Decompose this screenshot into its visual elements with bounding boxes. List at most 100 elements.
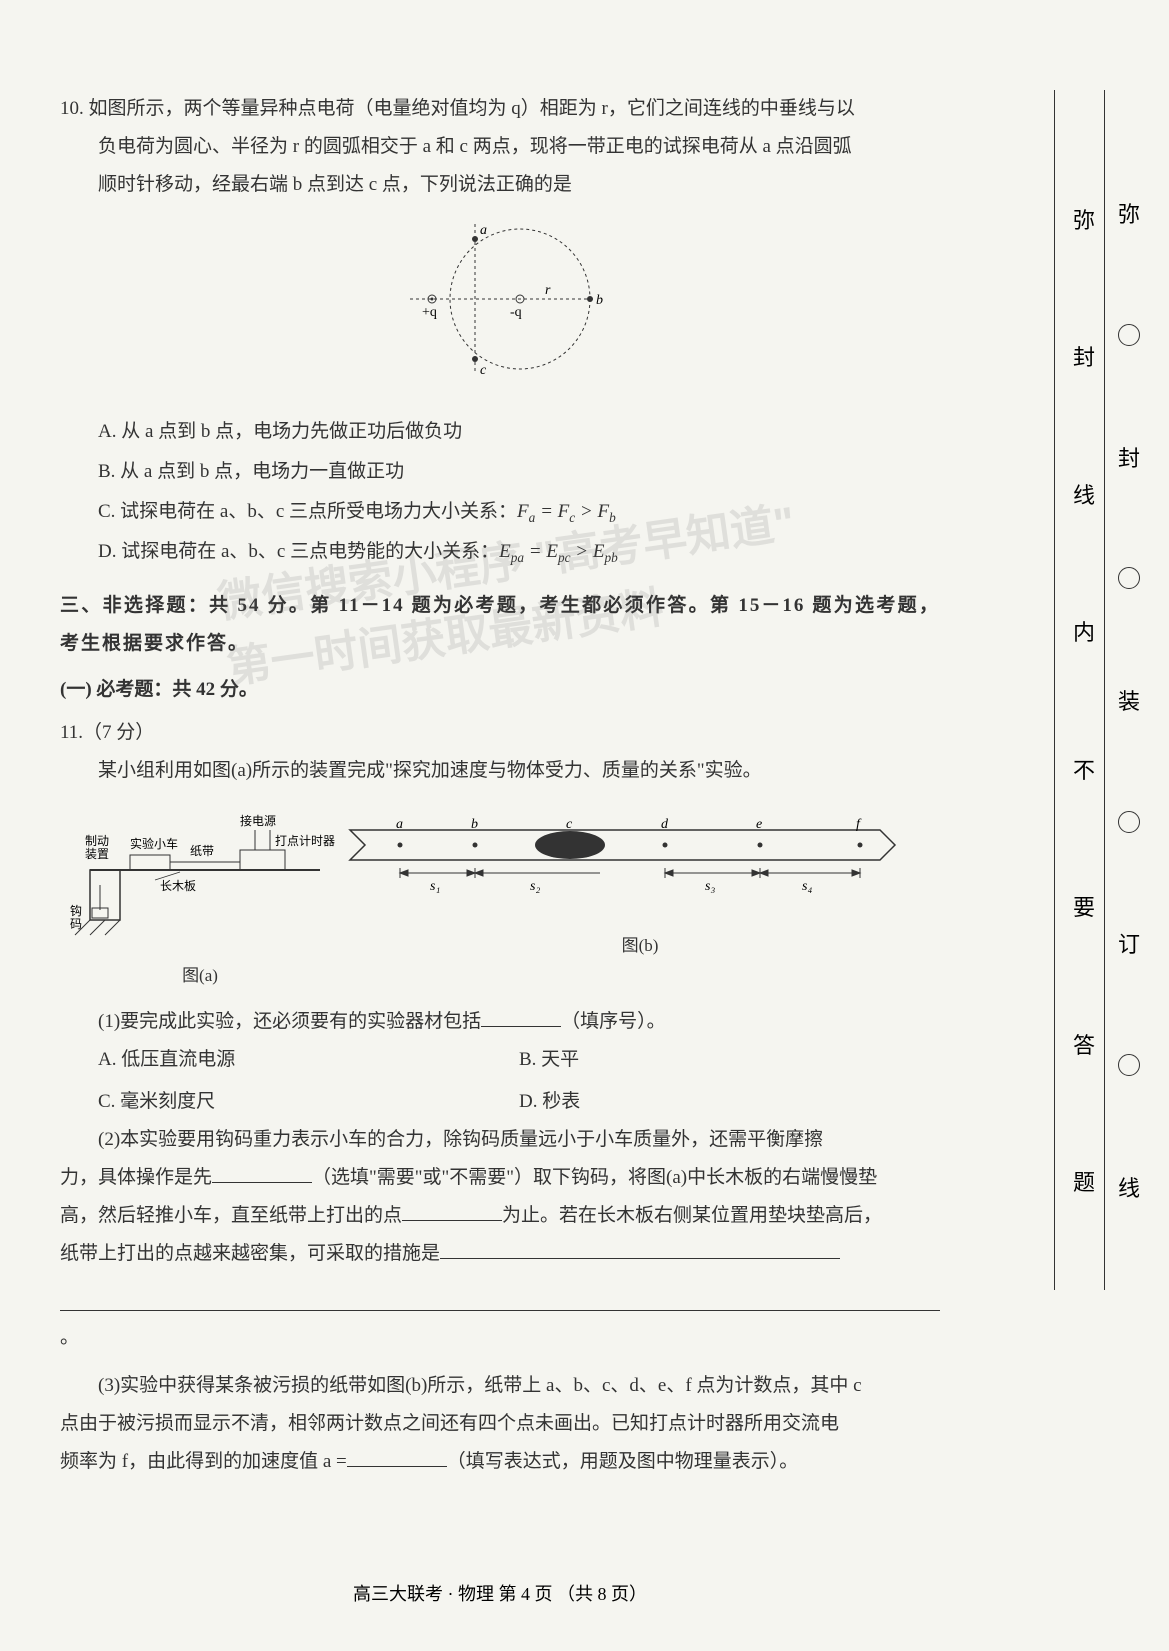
q11-figures: 制动 装置 实验小车 纸带 接电源 打点计时器 钩 码 长木板 图(a) <box>60 800 940 993</box>
q10-d-prefix: D. 试探电荷在 a、b、c 三点电势能的大小关系： <box>98 541 499 562</box>
svg-text:c: c <box>566 817 573 832</box>
blank-p1[interactable] <box>481 1008 561 1027</box>
circle-marker-icon <box>1118 1054 1140 1076</box>
q11-opt-d: D. 秒表 <box>519 1083 940 1121</box>
side-char: 答 <box>1073 1028 1095 1060</box>
q11-p2-l3a: 高，然后轻推小车，直至纸带上打出的点 <box>60 1205 402 1226</box>
label-minusq: -q <box>510 305 522 320</box>
side-char: 线 <box>1118 1171 1140 1203</box>
q11-opt-b: B. 天平 <box>519 1041 940 1079</box>
side-char: 内 <box>1073 615 1095 647</box>
side-char: 不 <box>1073 753 1095 785</box>
fig-b-caption: 图(b) <box>340 929 940 963</box>
svg-text:s₁: s₁ <box>430 879 440 894</box>
side-char: 封 <box>1073 340 1095 372</box>
q11-p1-suffix: （填序号）。 <box>561 1011 666 1032</box>
page-footer: 高三大联考 · 物理 第 4 页 （共 8 页） <box>0 1580 1000 1606</box>
sidebar-line-1 <box>1054 90 1055 1290</box>
label-c: c <box>480 363 487 378</box>
svg-text:s₂: s₂ <box>530 879 540 894</box>
svg-text:实验小车: 实验小车 <box>130 836 178 851</box>
svg-text:s₄: s₄ <box>802 879 812 894</box>
svg-text:a: a <box>396 817 403 832</box>
circle-marker-icon <box>1118 811 1140 833</box>
svg-text:纸带: 纸带 <box>190 844 214 858</box>
q11-p2-l4: 纸带上打出的点越来越密集，可采取的措施是 <box>60 1243 440 1264</box>
section-3-sub: (一) 必考题：共 42 分。 <box>60 671 940 709</box>
q10-diagram: +q -q a b c r <box>60 214 940 398</box>
side-char: 封 <box>1118 441 1140 473</box>
q11-p2-end: 。 <box>60 1327 79 1348</box>
side-char: 线 <box>1073 478 1095 510</box>
q10-d-relation: Epa = Epc > Epb <box>499 541 618 562</box>
question-10: 10. 如图所示，两个等量异种点电荷（电量绝对值均为 q）相距为 r，它们之间连… <box>60 90 940 572</box>
sidebar-inner-column: 弥 封 线 内 不 要 答 题 <box>1064 150 1104 1250</box>
q11-p1-prefix: (1)要完成此实验，还必须要有的实验器材包括 <box>98 1011 481 1032</box>
q11-p2-line4: 纸带上打出的点越来越密集，可采取的措施是 <box>60 1235 940 1273</box>
circle-marker-icon <box>1118 324 1140 346</box>
page-content: 10. 如图所示，两个等量异种点电荷（电量绝对值均为 q）相距为 r，它们之间连… <box>60 90 940 1481</box>
svg-text:长木板: 长木板 <box>160 879 196 893</box>
figure-b: a b c d e f <box>340 800 940 963</box>
side-char: 要 <box>1073 890 1095 922</box>
q10-stem-line2: 负电荷为圆心、半径为 r 的圆弧相交于 a 和 c 两点，现将一带正电的试探电荷… <box>60 128 940 166</box>
svg-text:e: e <box>756 817 762 832</box>
q11-p1-options: A. 低压直流电源 B. 天平 C. 毫米刻度尺 D. 秒表 <box>60 1041 940 1121</box>
label-r: r <box>545 283 551 298</box>
svg-text:装置: 装置 <box>85 847 109 861</box>
svg-text:s₃: s₃ <box>705 879 715 894</box>
svg-text:接电源: 接电源 <box>240 813 276 828</box>
svg-text:d: d <box>661 817 669 832</box>
q10-c-relation: Fa = Fc > Fb <box>517 501 616 522</box>
q10-option-a: A. 从 a 点到 b 点，电场力先做正功后做负功 <box>60 413 940 451</box>
sidebar-outer-column: 弥 封 装 订 线 <box>1109 150 1149 1250</box>
blank-line-full[interactable] <box>60 1281 940 1311</box>
svg-text:码: 码 <box>70 917 82 931</box>
q11-stem: 某小组利用如图(a)所示的装置完成"探究加速度与物体受力、质量的关系"实验。 <box>60 752 940 790</box>
side-char: 弥 <box>1118 197 1140 229</box>
q11-p2-line2: 力，具体操作是先（选填"需要"或"不需要"）取下钩码，将图(a)中长木板的右端慢… <box>60 1159 940 1197</box>
side-char: 订 <box>1118 927 1140 959</box>
svg-text:钩: 钩 <box>70 904 82 918</box>
apparatus-diagram-icon: 制动 装置 实验小车 纸带 接电源 打点计时器 钩 码 长木板 <box>60 800 340 940</box>
blank-p2c[interactable] <box>440 1240 840 1259</box>
q10-stem-line3: 顺时针移动，经最右端 b 点到达 c 点，下列说法正确的是 <box>60 166 940 204</box>
svg-text:制动: 制动 <box>85 834 109 848</box>
svg-text:b: b <box>471 817 478 832</box>
blank-p2b[interactable] <box>402 1202 502 1221</box>
q11-p3-l3b: （填写表达式，用题及图中物理量表示）。 <box>447 1451 799 1472</box>
q11-p3-l3a: 频率为 f，由此得到的加速度值 a = <box>60 1451 347 1472</box>
q10-stem-line1: 10. 如图所示，两个等量异种点电荷（电量绝对值均为 q）相距为 r，它们之间连… <box>60 90 940 128</box>
svg-text:打点计时器: 打点计时器 <box>275 834 335 848</box>
q11-p3-line2: 点由于被污损而显示不清，相邻两计数点之间还有四个点未画出。已知打点计时器所用交流… <box>60 1405 940 1443</box>
q11-p2-l3b: 为止。若在长木板右侧某位置用垫块垫高后， <box>502 1205 882 1226</box>
label-a: a <box>480 223 487 238</box>
side-char: 弥 <box>1073 203 1095 235</box>
q11-number: 11.（7 分） <box>60 714 940 752</box>
binding-sidebar: 弥 封 线 内 不 要 答 题 弥 封 装 订 线 <box>1064 150 1149 1250</box>
q11-p2-l2a: 力，具体操作是先 <box>60 1167 212 1188</box>
sidebar-line-2 <box>1104 90 1105 1290</box>
q11-p3-line1: (3)实验中获得某条被污损的纸带如图(b)所示，纸带上 a、b、c、d、e、f … <box>60 1367 940 1405</box>
question-11: 11.（7 分） 某小组利用如图(a)所示的装置完成"探究加速度与物体受力、质量… <box>60 714 940 1481</box>
circle-marker-icon <box>1118 567 1140 589</box>
blank-p2a[interactable] <box>212 1164 312 1183</box>
label-plusq: +q <box>422 305 437 320</box>
q11-p2-line3: 高，然后轻推小车，直至纸带上打出的点 为止。若在长木板右侧某位置用垫块垫高后， <box>60 1197 940 1235</box>
label-b: b <box>596 293 603 308</box>
tape-diagram-icon: a b c d e f <box>340 800 900 910</box>
q10-option-c: C. 试探电荷在 a、b、c 三点所受电场力大小关系：Fa = Fc > Fb <box>60 493 940 531</box>
charge-circle-diagram-icon: +q -q a b c r <box>390 214 610 384</box>
q10-option-b: B. 从 a 点到 b 点，电场力一直做正功 <box>60 453 940 491</box>
q11-opt-a: A. 低压直流电源 <box>98 1041 519 1079</box>
blank-p3[interactable] <box>347 1448 447 1467</box>
q10-option-d: D. 试探电荷在 a、b、c 三点电势能的大小关系：Epa = Epc > Ep… <box>60 533 940 571</box>
q11-p2-line1: (2)本实验要用钩码重力表示小车的合力，除钩码质量远小于小车质量外，还需平衡摩擦 <box>60 1121 940 1159</box>
side-char: 装 <box>1118 684 1140 716</box>
fig-a-caption: 图(a) <box>60 959 340 993</box>
q11-opt-c: C. 毫米刻度尺 <box>98 1083 519 1121</box>
q10-c-prefix: C. 试探电荷在 a、b、c 三点所受电场力大小关系： <box>98 501 517 522</box>
q11-part1: (1)要完成此实验，还必须要有的实验器材包括 （填序号）。 <box>60 1003 940 1041</box>
section-3-heading: 三、非选择题：共 54 分。第 11－14 题为必考题，考生都必须作答。第 15… <box>60 587 940 663</box>
q11-p3-line3: 频率为 f，由此得到的加速度值 a = （填写表达式，用题及图中物理量表示）。 <box>60 1443 940 1481</box>
